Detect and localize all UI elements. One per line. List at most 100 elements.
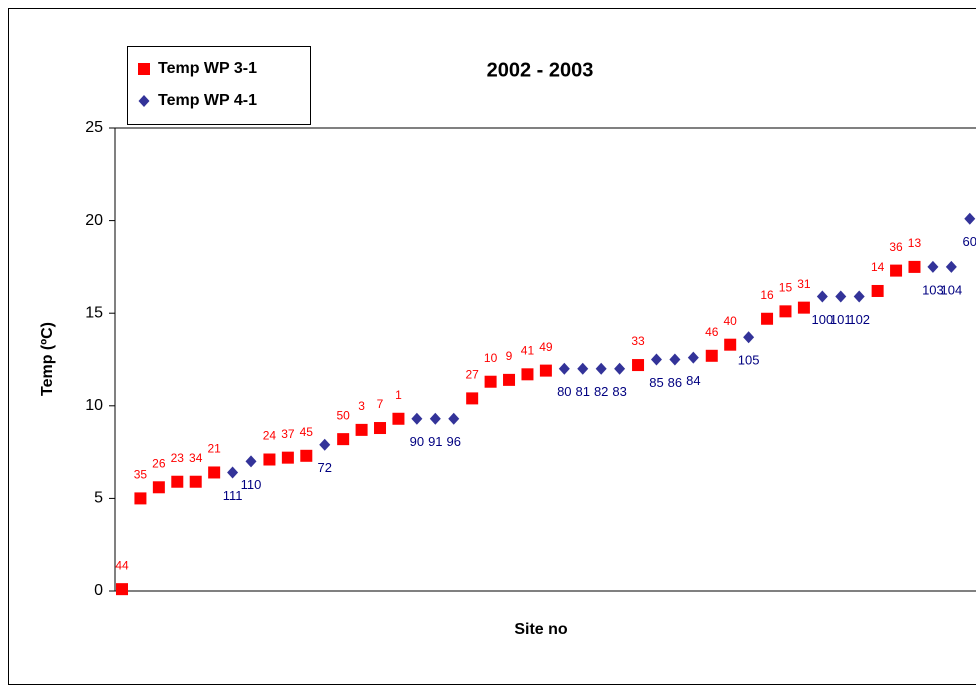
point xyxy=(705,349,718,362)
point-label: 7 xyxy=(377,397,384,411)
point-label: 13 xyxy=(908,236,922,250)
point-label: 31 xyxy=(797,277,811,291)
point xyxy=(724,338,737,351)
legend-label: Temp WP 3-1 xyxy=(158,60,257,77)
point-label: 91 xyxy=(428,434,442,449)
point-label: 40 xyxy=(724,314,738,328)
point-label: 26 xyxy=(152,456,166,470)
point xyxy=(245,455,257,468)
point xyxy=(945,260,957,273)
point-label: 110 xyxy=(241,477,262,492)
point xyxy=(871,284,884,297)
point xyxy=(429,412,441,425)
point xyxy=(208,466,221,479)
point-label: 85 xyxy=(649,375,663,390)
legend-marker xyxy=(138,63,150,75)
point-label: 9 xyxy=(506,349,513,363)
point xyxy=(835,290,847,303)
legend-box xyxy=(127,46,311,125)
y-tick-label: 15 xyxy=(85,304,103,321)
point xyxy=(411,412,423,425)
point xyxy=(503,373,516,386)
point xyxy=(521,368,534,381)
point xyxy=(761,312,774,325)
point-label: 14 xyxy=(871,260,885,274)
point-label: 81 xyxy=(576,384,590,399)
point-label: 103 xyxy=(922,282,944,297)
y-tick-label: 20 xyxy=(85,212,103,229)
point xyxy=(337,433,350,446)
point-label: 24 xyxy=(263,429,277,443)
point-label: 34 xyxy=(189,451,203,465)
point xyxy=(539,364,552,377)
point-label: 83 xyxy=(612,384,626,399)
point xyxy=(927,260,939,273)
point-label: 44 xyxy=(115,558,129,572)
point xyxy=(281,451,294,464)
point xyxy=(484,375,497,388)
point-label: 16 xyxy=(760,288,774,302)
point xyxy=(743,331,755,344)
point-label: 45 xyxy=(300,425,314,439)
y-tick-label: 0 xyxy=(94,582,103,599)
legend-marker xyxy=(138,95,150,107)
point-label: 49 xyxy=(539,340,553,354)
legend-label: Temp WP 4-1 xyxy=(158,92,257,109)
point-label: 15 xyxy=(779,281,793,295)
point xyxy=(650,353,662,366)
point-label: 105 xyxy=(738,353,760,368)
point-label: 10 xyxy=(484,351,498,365)
point-label: 23 xyxy=(171,451,185,465)
point xyxy=(890,264,903,277)
x-axis-label: Site no xyxy=(514,621,568,638)
point xyxy=(797,301,810,314)
point xyxy=(964,212,976,225)
point-label: 80 xyxy=(557,384,571,399)
point xyxy=(595,362,607,375)
point-label: 72 xyxy=(317,460,331,475)
point-label: 111 xyxy=(223,488,243,503)
point xyxy=(189,475,202,488)
point-label: 104 xyxy=(940,282,962,297)
point xyxy=(116,583,128,596)
point-label: 46 xyxy=(705,325,719,339)
point-label: 60 xyxy=(963,234,976,249)
point xyxy=(374,422,387,435)
point xyxy=(152,481,165,494)
point xyxy=(558,362,570,375)
y-tick-label: 5 xyxy=(94,490,103,507)
point-label: 96 xyxy=(447,434,461,449)
point xyxy=(448,412,460,425)
y-tick-label: 25 xyxy=(85,119,103,136)
point-label: 35 xyxy=(134,468,148,482)
point xyxy=(171,475,184,488)
point-label: 90 xyxy=(410,434,424,449)
point-label: 82 xyxy=(594,384,608,399)
point xyxy=(669,353,681,366)
point xyxy=(687,351,699,364)
point xyxy=(466,392,479,405)
y-tick-label: 10 xyxy=(85,397,103,414)
point-label: 100 xyxy=(811,312,833,327)
point-label: 50 xyxy=(336,408,350,422)
point-label: 86 xyxy=(668,375,682,390)
point xyxy=(779,305,792,318)
point-label: 102 xyxy=(848,312,870,327)
point xyxy=(134,492,147,505)
point xyxy=(577,362,589,375)
point-label: 33 xyxy=(631,334,645,348)
point-label: 37 xyxy=(281,427,295,441)
point xyxy=(908,260,921,273)
point-label: 36 xyxy=(889,240,903,254)
point-label: 27 xyxy=(465,368,479,382)
point xyxy=(853,290,865,303)
point xyxy=(355,423,368,436)
y-axis-label: Temp (ºC) xyxy=(39,322,56,396)
point-label: 21 xyxy=(207,442,221,456)
point-label: 84 xyxy=(686,373,700,388)
point xyxy=(392,412,405,425)
point-label: 3 xyxy=(358,399,365,413)
point xyxy=(319,438,331,451)
point xyxy=(614,362,626,375)
